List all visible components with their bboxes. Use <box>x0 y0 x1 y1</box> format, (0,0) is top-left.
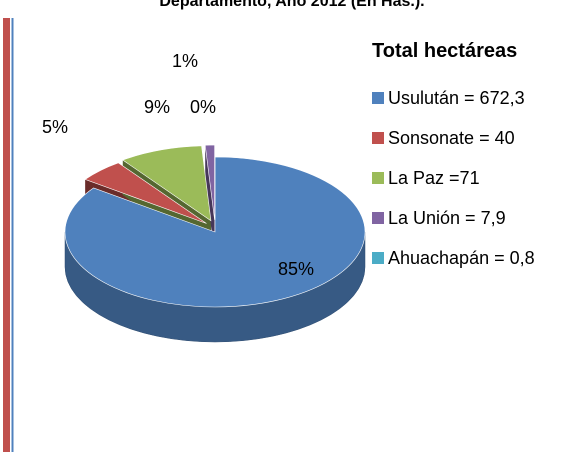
legend-entry: La Paz =71 <box>372 165 562 191</box>
legend-swatch <box>372 92 384 104</box>
data-label: 85% <box>278 259 314 279</box>
legend-label: La Unión = 7,9 <box>388 208 506 228</box>
legend-label: Ahuachapán = 0,8 <box>388 248 535 268</box>
legend-entry: Sonsonate = 40 <box>372 125 562 151</box>
legend-swatch <box>372 132 384 144</box>
data-label: 1% <box>172 51 198 71</box>
legend-swatch <box>372 172 384 184</box>
border-left <box>3 18 10 452</box>
slice <box>122 145 212 222</box>
data-label: 5% <box>42 117 68 137</box>
chart-title: Departamento, Año 2012 (En Has.). <box>159 0 424 10</box>
data-label: 0% <box>190 97 216 117</box>
legend-entry: Usulután = 672,3 <box>372 85 562 111</box>
legend-label: La Paz =71 <box>388 168 480 188</box>
slice-cut <box>205 145 215 256</box>
legend-title: Total hectáreas <box>372 40 518 62</box>
legend-entry: Ahuachapán = 0,8 <box>372 245 562 271</box>
legend-entry: La Unión = 7,9 <box>372 205 562 231</box>
legend-swatch <box>372 212 384 224</box>
slice <box>64 156 366 308</box>
legend-swatch <box>372 252 384 264</box>
legend-label: Sonsonate = 40 <box>388 128 515 148</box>
slice <box>204 144 215 221</box>
data-label: 9% <box>144 97 170 117</box>
legend-label: Usulután = 672,3 <box>388 88 525 108</box>
legend: Total hectáreas Usulután = 672,3 Sonsonat… <box>372 40 562 285</box>
slice <box>84 162 207 224</box>
